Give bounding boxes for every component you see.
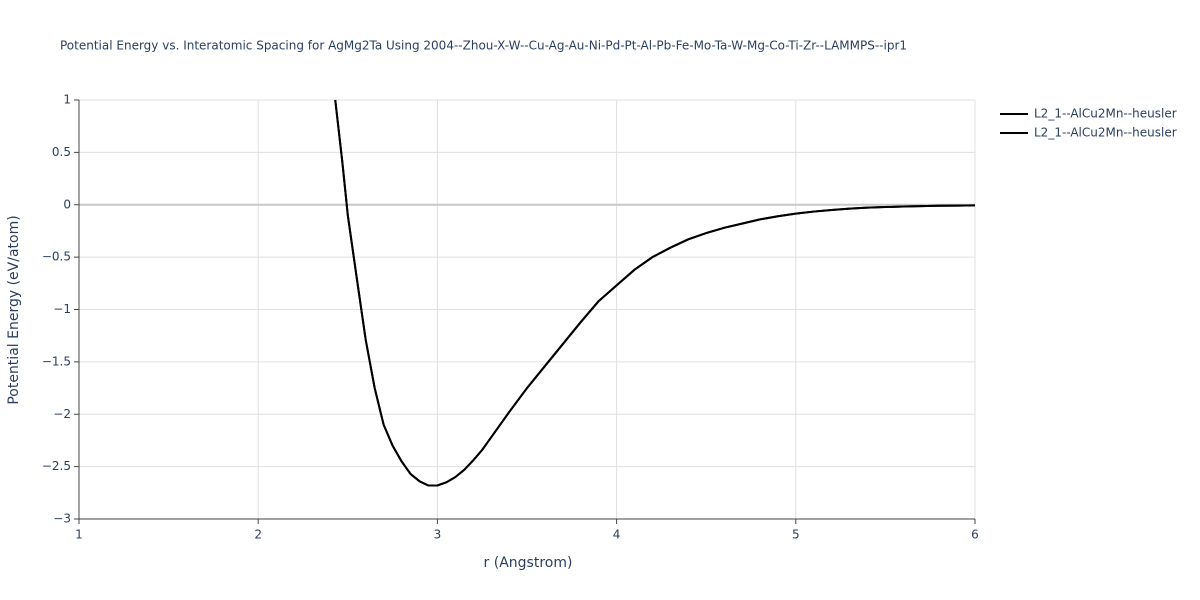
x-tick-label: 5 (792, 528, 800, 542)
x-tick-label: 1 (75, 528, 83, 542)
x-tick-label: 2 (254, 528, 262, 542)
y-tick-label: −2.5 (42, 459, 71, 473)
y-axis-title: Potential Energy (eV/atom) (6, 215, 22, 404)
series-line (334, 99, 975, 487)
series-line (334, 99, 975, 487)
y-tick-label: −1.5 (42, 354, 71, 368)
y-tick-label: −1 (53, 302, 71, 316)
y-tick-label: 0.5 (52, 145, 71, 159)
x-tick-label: 4 (613, 528, 621, 542)
y-tick-label: −2 (53, 407, 71, 421)
y-tick-label: −3 (53, 512, 71, 526)
y-tick-label: −0.5 (42, 250, 71, 264)
legend-label: L2_1--AlCu2Mn--heusler (1034, 107, 1177, 121)
x-tick-label: 6 (971, 528, 979, 542)
chart-title: Potential Energy vs. Interatomic Spacing… (60, 39, 907, 53)
x-tick-label: 3 (434, 528, 442, 542)
y-tick-label: 0 (63, 197, 71, 211)
y-tick-label: 1 (63, 93, 71, 107)
x-axis-title: r (Angstrom) (484, 555, 573, 571)
legend-label: L2_1--AlCu2Mn--heusler (1034, 126, 1177, 140)
